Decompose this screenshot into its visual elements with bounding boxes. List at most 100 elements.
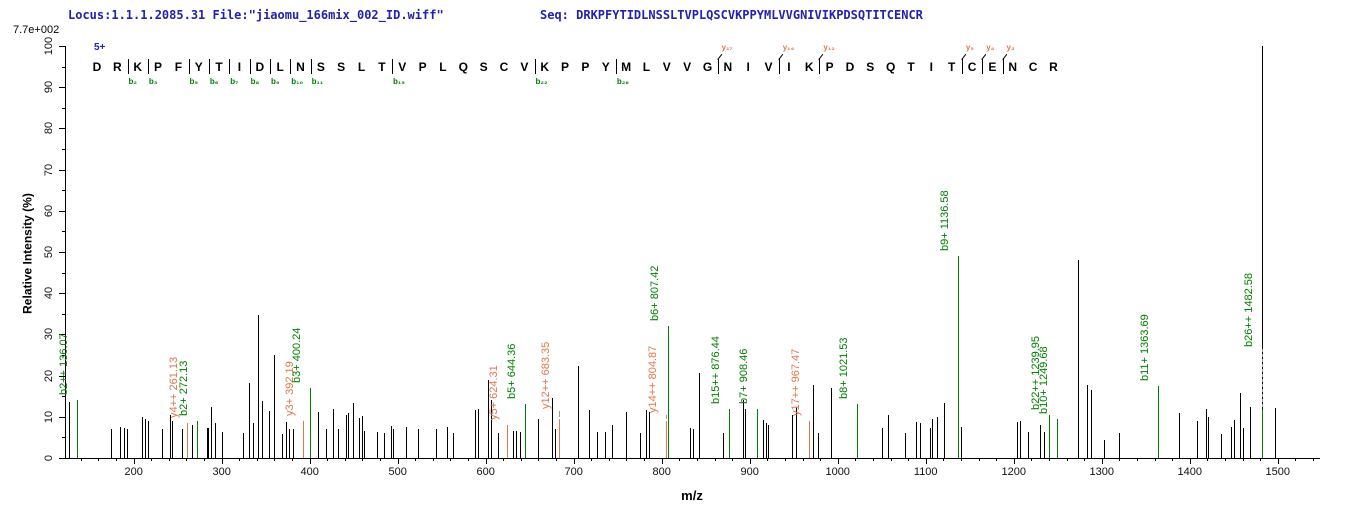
x-minor-tick [908,458,910,461]
x-minor-tick [1295,458,1297,461]
spectrum-peak [1086,385,1088,458]
x-minor-tick [784,458,786,461]
residue: T [215,60,223,74]
b-ion-label: b₈ [250,77,260,86]
b-ion-marker [249,59,251,74]
y-major-tick [59,252,65,253]
residue: Y [194,60,203,74]
spectrum-peak [269,410,271,458]
spectrum-peak [1249,406,1251,458]
y-tick-label: 50 [43,245,55,259]
x-minor-tick [98,458,100,461]
y-tick-label: 20 [43,369,55,382]
spectrum-peak [1017,421,1019,458]
spectrum-peak [645,409,647,458]
spectrum-peak [920,422,922,458]
spectrum-peak [364,431,366,458]
x-minor-tick [1260,458,1262,461]
x-minor-tick [168,458,170,461]
header-sequence: Seq: DRKPFYTIDLNSSLTVPLQSCVKPPYMLVVGNIVI… [540,8,923,22]
annotated-peak-b [1157,385,1159,458]
x-tick-label: 500 [388,466,407,478]
x-minor-tick [538,458,540,461]
x-minor-tick [644,458,646,461]
spectrum-peak [376,431,378,458]
spectrum-peak [172,420,174,458]
spectrum-peak [1027,432,1029,458]
b-ion-label: b₂ [128,77,137,86]
spectrum-peak [248,382,250,458]
residue: C [499,60,509,74]
b-ion-marker [208,59,210,74]
x-tick-label: 200 [124,466,143,478]
y-minor-tick [62,66,65,68]
spectrum-peak [147,420,149,458]
residue: P [418,60,427,74]
peak-label: b6+ 807.42 [649,265,662,322]
spectrum-peak [257,315,259,458]
annotated-peak-b [728,408,730,458]
x-tick-label: 1400 [1177,466,1202,478]
peak-label: b9+ 1136.58 [938,190,951,252]
annotated-peak-b [309,387,311,458]
x-minor-tick [696,458,698,461]
x-minor-tick [1242,458,1244,461]
spectrum-peak [1019,420,1021,458]
residue: N [723,60,733,74]
y-major-tick [59,293,65,295]
x-tick-label: 300 [212,466,231,478]
peak-label-leader [559,410,561,417]
spectrum-peak [120,427,122,458]
x-minor-tick [608,458,610,461]
x-major-tick [221,458,223,464]
x-minor-tick [591,458,593,461]
residue: P [825,60,834,74]
spectrum-peak [406,427,408,458]
spectrum-peak [253,423,255,458]
residue: V [662,60,671,74]
residue: S [337,60,346,74]
residue: N [296,60,305,74]
spectrum-peak [791,415,793,458]
x-tick-label: 800 [652,466,671,478]
spectrum-peak [281,434,283,458]
x-minor-tick [204,458,206,461]
spectrum-peak [1077,260,1079,458]
annotated-peak-b [856,404,858,458]
b-ion-marker [147,59,149,74]
annotated-peak-b [77,400,79,458]
y-minor-tick [62,355,65,356]
spectrum-peak [597,432,599,458]
residue: I [787,60,791,74]
y-minor-tick [62,107,65,109]
residue: L [439,60,447,74]
residue: I [237,60,242,74]
y-tick-label: 40 [43,287,55,300]
spectrum-peak [390,426,392,458]
spectrum-peak [1233,419,1235,458]
spectrum-peak [649,411,651,458]
b-ion-marker [290,59,292,74]
spectrum-peak [512,431,514,458]
annotated-peak-y [507,425,509,458]
x-minor-tick [116,458,118,461]
y-ion-marker [982,59,984,74]
y-minor-tick [62,231,65,233]
spectrum-peak [206,427,208,458]
peak-label: y17++ 967.47 [790,348,803,416]
spectrum-peak [1208,416,1210,458]
spectrum-peak [605,432,607,458]
spectrum-peak [578,366,580,458]
x-minor-tick [1119,458,1121,461]
b-ion-marker [392,59,394,74]
y-major-tick [59,458,65,459]
spectrum-peak [588,409,590,458]
x-tick-label: 1300 [1089,466,1114,478]
residue: V [520,60,529,74]
spectrum-peak [1119,433,1121,458]
x-major-tick [397,458,399,464]
spectrum-peak [345,414,347,458]
x-minor-tick [327,458,329,461]
spectrum-peak [453,433,455,458]
residue: I [746,60,750,74]
